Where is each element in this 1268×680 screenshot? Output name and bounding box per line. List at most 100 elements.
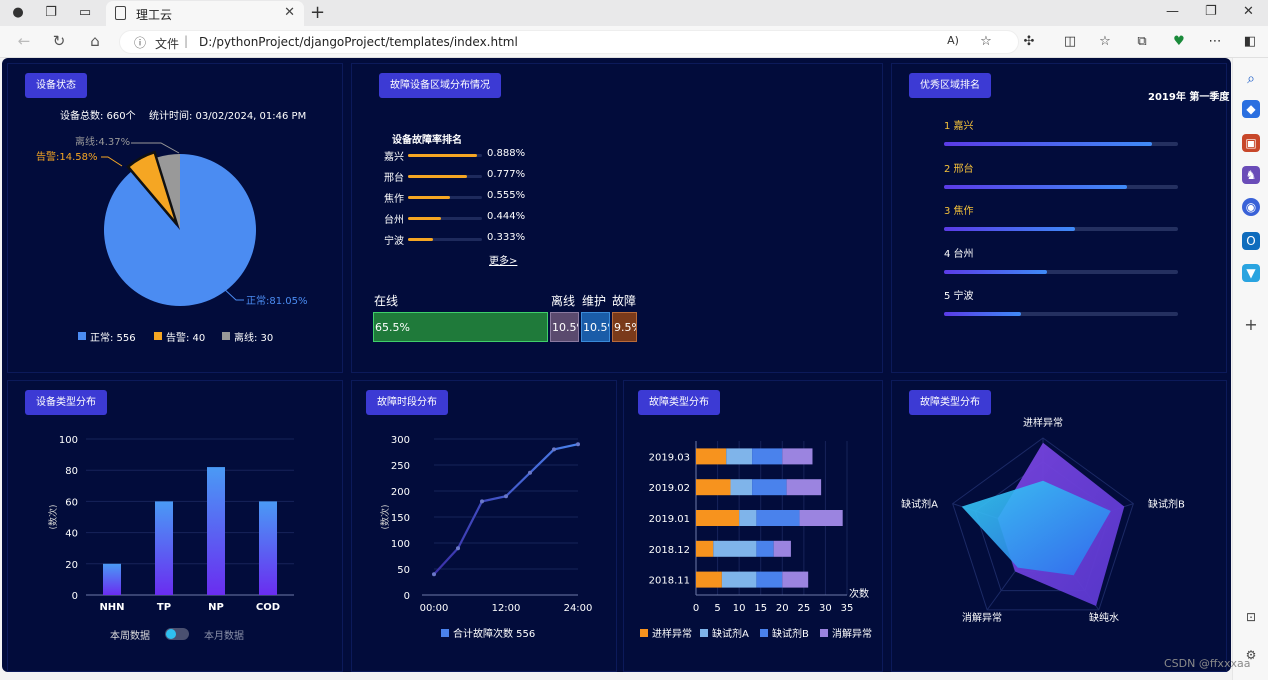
bar-segment-进样异常[interactable]: [696, 540, 714, 557]
bar-TP[interactable]: [155, 501, 173, 595]
legend-swatch: [700, 629, 708, 637]
rank-track: [944, 269, 1178, 274]
bar-segment-缺试剂A[interactable]: [713, 540, 757, 557]
minimize-icon[interactable]: —: [1166, 4, 1179, 19]
page-icon: [115, 6, 126, 20]
bar-segment-缺试剂A[interactable]: [739, 510, 757, 526]
favorites-icon[interactable]: ☆: [1099, 34, 1111, 49]
sidebar-toggle-icon[interactable]: ◧: [1243, 34, 1257, 49]
bar-segment-消解异常[interactable]: [773, 540, 791, 557]
pie-label-normal: 正常:81.05%: [246, 294, 308, 307]
games-icon[interactable]: ♞: [1242, 166, 1260, 184]
restore-icon[interactable]: ❐: [1205, 4, 1217, 19]
profile-icon[interactable]: ●: [12, 5, 24, 20]
data-range-toggle[interactable]: [165, 628, 189, 640]
drop-icon[interactable]: ▼: [1242, 264, 1260, 282]
data-point[interactable]: [456, 546, 460, 551]
screenshot-icon[interactable]: ⊡: [1245, 610, 1257, 624]
y-axis-label: (数次): [47, 504, 59, 529]
bar-segment-进样异常[interactable]: [696, 510, 740, 526]
toggle-week-label: 本周数据: [110, 631, 150, 642]
data-point[interactable]: [528, 470, 532, 475]
bar-NP[interactable]: [207, 467, 225, 595]
block-label-offline: 离线: [551, 294, 576, 308]
bar-segment-进样异常[interactable]: [696, 479, 731, 496]
y-tick-label: 60: [65, 497, 78, 508]
more-link[interactable]: 更多>: [489, 256, 518, 267]
rank-item-label: 1 嘉兴: [944, 121, 974, 132]
bar-segment-缺试剂B[interactable]: [756, 540, 774, 557]
bar-COD[interactable]: [259, 501, 277, 595]
rank-track: [944, 227, 1178, 231]
browser-tab[interactable]: 理工云 ✕: [106, 1, 304, 26]
x-tick-label: 30: [819, 603, 832, 614]
bar-segment-消解异常[interactable]: [782, 448, 813, 465]
bar-segment-消解异常[interactable]: [786, 479, 822, 496]
data-point[interactable]: [504, 494, 508, 499]
copilot-icon[interactable]: ◉: [1242, 198, 1260, 216]
y-tick-label: 100: [391, 539, 410, 550]
block-label-fault: 故障: [612, 294, 637, 308]
pie-label-offline: 离线:4.37%: [75, 135, 130, 148]
favorite-star-icon[interactable]: ☆: [980, 34, 992, 49]
watermark: CSDN @ffxxxaa: [1164, 657, 1251, 670]
address-field[interactable]: ⓘ 文件 | D:/pythonProject/djangoProject/te…: [119, 30, 1019, 54]
home-icon[interactable]: ⌂: [90, 32, 100, 50]
close-window-icon[interactable]: ✕: [1243, 4, 1254, 19]
bar-segment-消解异常[interactable]: [782, 571, 809, 588]
close-tab-icon[interactable]: ✕: [284, 5, 295, 20]
rank-fill: [944, 269, 1047, 274]
sidebar-settings-icon[interactable]: ⚙: [1245, 648, 1257, 662]
bar-NHN[interactable]: [103, 563, 121, 595]
edge-sidebar: ⌕ ◆ ▣ ♞ ◉ O ▼ + ⊡ ⚙: [1232, 58, 1268, 680]
y-tick-label: 2019.03: [649, 452, 690, 463]
data-point[interactable]: [480, 499, 484, 504]
bar-segment-缺试剂A[interactable]: [730, 479, 753, 496]
y-tick-label: 2019.01: [649, 514, 690, 525]
tab-actions-icon[interactable]: ▭: [78, 5, 92, 20]
data-point[interactable]: [576, 442, 580, 447]
extensions-icon[interactable]: ✣: [1023, 34, 1035, 49]
fault-rank-subtitle: 设备故障率排名: [392, 135, 462, 146]
bar-segment-进样异常[interactable]: [696, 448, 727, 465]
bar-segment-缺试剂B[interactable]: [752, 448, 783, 465]
bar-segment-缺试剂B[interactable]: [756, 571, 783, 588]
shopping-icon[interactable]: ◆: [1242, 100, 1260, 118]
workspaces-icon[interactable]: ❐: [45, 5, 57, 20]
bar-segment-缺试剂B[interactable]: [756, 510, 800, 526]
search-icon[interactable]: ⌕: [1247, 71, 1255, 87]
pie-leader-offline: [131, 142, 180, 154]
bar-segment-缺试剂A[interactable]: [726, 448, 753, 465]
new-tab-icon[interactable]: +: [310, 2, 326, 23]
refresh-icon[interactable]: ↻: [52, 32, 66, 50]
y-tick-label: 200: [391, 487, 410, 498]
address-url[interactable]: D:/pythonProject/djangoProject/templates…: [199, 35, 518, 49]
back-icon[interactable]: ←: [17, 32, 31, 50]
more-menu-icon[interactable]: ⋯: [1208, 34, 1222, 49]
rate-value: 0.777%: [487, 169, 526, 180]
split-screen-icon[interactable]: ◫: [1063, 34, 1077, 49]
x-tick-label: COD: [256, 602, 280, 613]
outlook-icon[interactable]: O: [1242, 232, 1260, 250]
pie-slice-离线[interactable]: [157, 154, 180, 230]
bar-segment-进样异常[interactable]: [696, 571, 722, 588]
tools-icon[interactable]: ▣: [1242, 134, 1260, 152]
rate-value: 0.444%: [487, 211, 526, 222]
pie-slice-告警[interactable]: [126, 150, 179, 226]
y-tick-label: 80: [65, 466, 78, 477]
radar-series-2[interactable]: [961, 480, 1111, 576]
data-point[interactable]: [552, 447, 556, 452]
browser-essentials-icon[interactable]: ♥: [1173, 34, 1185, 49]
collections-icon[interactable]: ⧉: [1137, 34, 1147, 49]
bar-segment-消解异常[interactable]: [799, 510, 843, 526]
data-point[interactable]: [432, 572, 436, 577]
read-aloud-icon[interactable]: A): [947, 34, 959, 47]
rank-fill: [944, 312, 1022, 316]
add-sidebar-icon[interactable]: +: [1244, 315, 1258, 334]
bar-segment-缺试剂A[interactable]: [721, 571, 757, 588]
info-icon[interactable]: ⓘ: [134, 36, 147, 50]
series-line: [433, 443, 579, 575]
rate-track: [408, 238, 482, 241]
bar-segment-缺试剂B[interactable]: [752, 479, 787, 496]
city-name: 台州: [384, 215, 404, 226]
